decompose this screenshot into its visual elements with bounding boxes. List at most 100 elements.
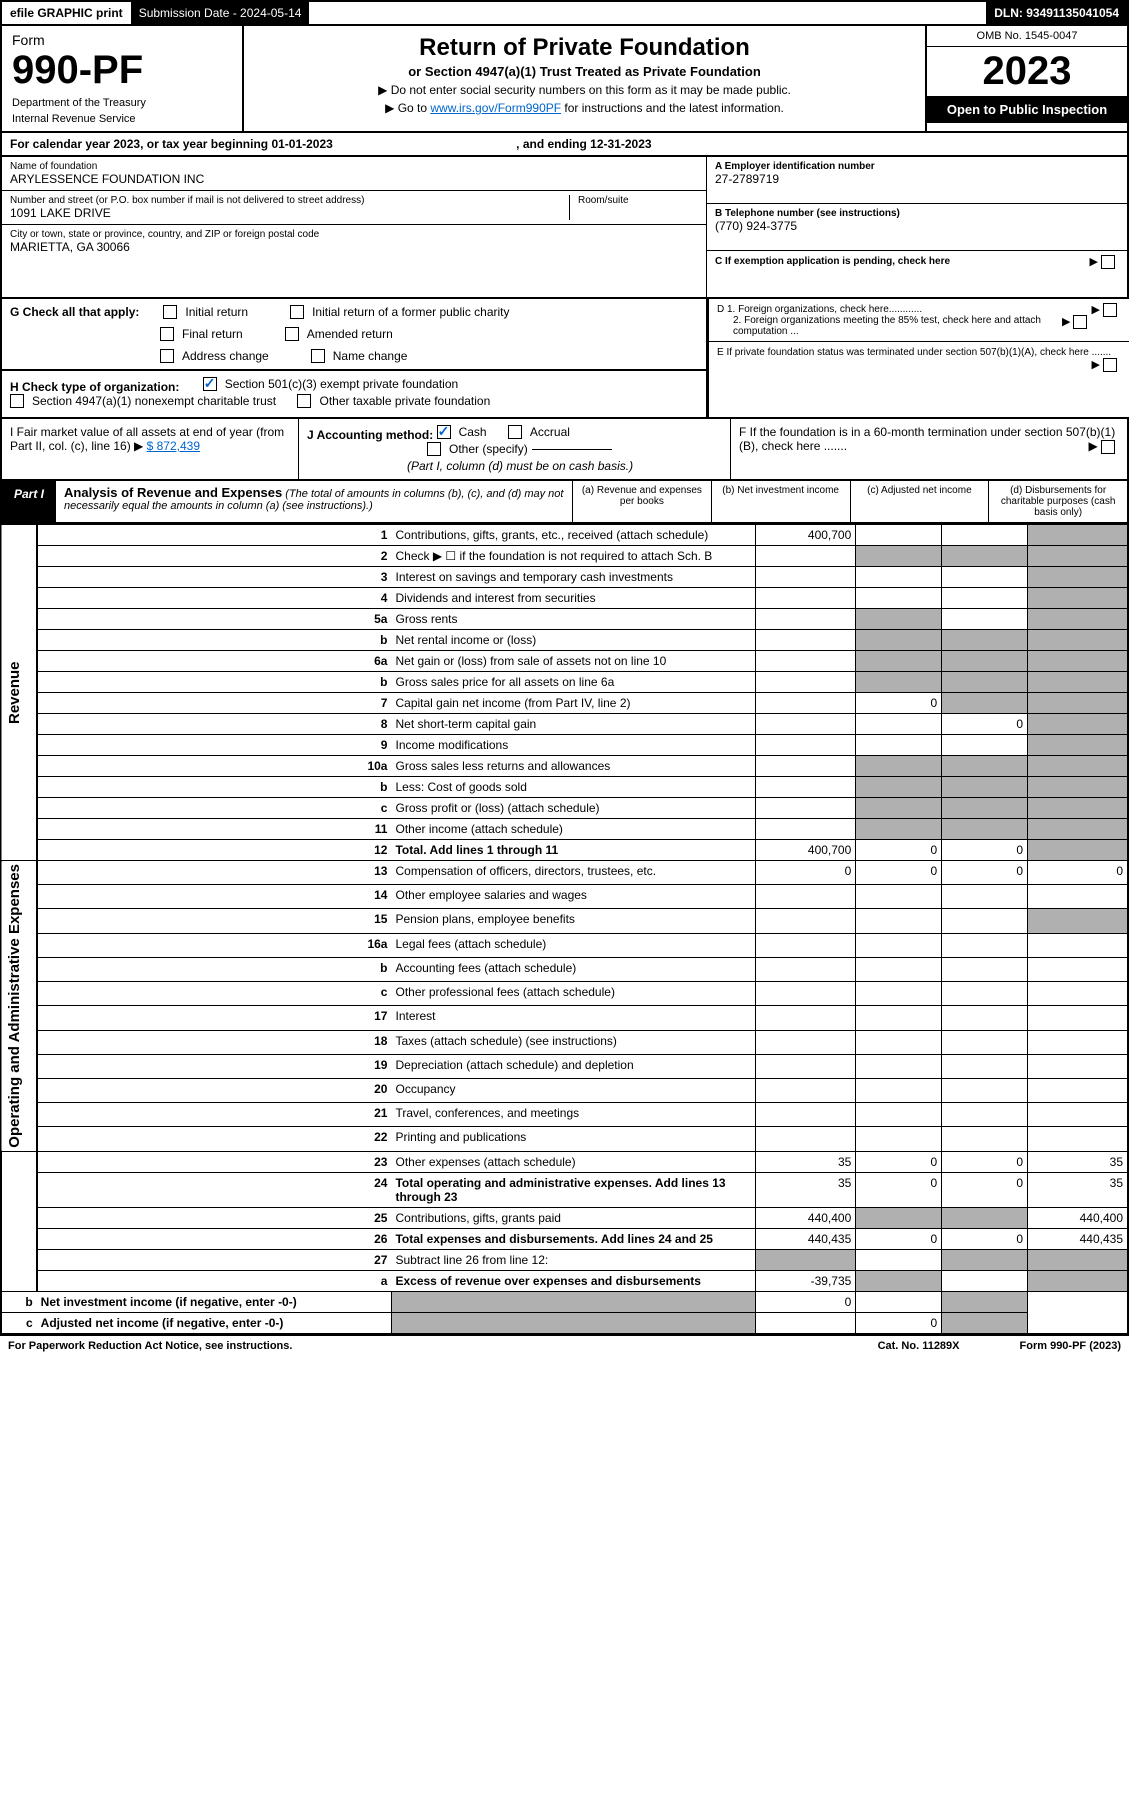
- col-c: [942, 1054, 1028, 1078]
- irs-link[interactable]: www.irs.gov/Form990PF: [430, 101, 561, 115]
- col-a: [756, 567, 856, 588]
- c-checkbox[interactable]: [1101, 255, 1115, 269]
- col-c: 0: [942, 861, 1028, 885]
- row-num: b: [37, 777, 392, 798]
- col-a: [756, 1249, 856, 1270]
- f-checkbox[interactable]: [1101, 440, 1115, 454]
- col-d: [1028, 672, 1128, 693]
- g-label: G Check all that apply:: [10, 305, 139, 319]
- table-row: cGross profit or (loss) (attach schedule…: [1, 798, 1128, 819]
- row-num: b: [37, 630, 392, 651]
- chk-final[interactable]: [160, 327, 174, 341]
- chk-amended[interactable]: [285, 327, 299, 341]
- form-subtitle: or Section 4947(a)(1) Trust Treated as P…: [254, 64, 915, 79]
- col-a: 35: [756, 1172, 856, 1207]
- row-num: 19: [37, 1054, 392, 1078]
- row-desc: Occupancy: [391, 1078, 755, 1102]
- col-a: [756, 609, 856, 630]
- row-num: 11: [37, 819, 392, 840]
- chk-501c3[interactable]: [203, 377, 217, 391]
- row-num: 4: [37, 588, 392, 609]
- d2-checkbox[interactable]: [1073, 315, 1087, 329]
- col-c: [942, 982, 1028, 1006]
- col-d: [1028, 546, 1128, 567]
- city-label: City or town, state or province, country…: [10, 229, 698, 240]
- col-d: 35: [1028, 1151, 1128, 1172]
- col-d: [1028, 1127, 1128, 1151]
- row-desc: Interest: [391, 1006, 755, 1030]
- col-a: [756, 672, 856, 693]
- col-d: [1028, 630, 1128, 651]
- calendar-year: For calendar year 2023, or tax year begi…: [0, 133, 1129, 157]
- note-link: ▶ Go to www.irs.gov/Form990PF for instru…: [254, 101, 915, 115]
- row-desc: Total. Add lines 1 through 11: [391, 840, 755, 861]
- table-row: aExcess of revenue over expenses and dis…: [1, 1270, 1128, 1291]
- row-num: 25: [37, 1207, 392, 1228]
- col-c: [856, 1291, 942, 1312]
- row-desc: Compensation of officers, directors, tru…: [391, 861, 755, 885]
- irs: Internal Revenue Service: [12, 113, 232, 125]
- row-num: 8: [37, 714, 392, 735]
- col-b: 0: [856, 1172, 942, 1207]
- row-desc: Other professional fees (attach schedule…: [391, 982, 755, 1006]
- chk-other-method[interactable]: [427, 442, 441, 456]
- col-c: 0: [942, 1228, 1028, 1249]
- col-c: [942, 651, 1028, 672]
- col-c: [942, 1078, 1028, 1102]
- table-row: cOther professional fees (attach schedul…: [1, 982, 1128, 1006]
- table-row: 5aGross rents: [1, 609, 1128, 630]
- row-desc: Income modifications: [391, 735, 755, 756]
- efile-label[interactable]: efile GRAPHIC print: [2, 2, 131, 24]
- col-c: [942, 609, 1028, 630]
- table-row: 23Other expenses (attach schedule)350035: [1, 1151, 1128, 1172]
- table-row: 18Taxes (attach schedule) (see instructi…: [1, 1030, 1128, 1054]
- col-d: [1028, 525, 1128, 546]
- d1-checkbox[interactable]: [1103, 303, 1117, 317]
- phone: (770) 924-3775: [715, 219, 1119, 233]
- main-table: Revenue1Contributions, gifts, grants, et…: [0, 524, 1129, 1335]
- chk-accrual[interactable]: [508, 425, 522, 439]
- row-num: 18: [37, 1030, 392, 1054]
- chk-cash[interactable]: [437, 425, 451, 439]
- col-d: [1028, 588, 1128, 609]
- chk-4947[interactable]: [10, 394, 24, 408]
- col-d: [1028, 982, 1128, 1006]
- h-label: H Check type of organization:: [10, 380, 179, 394]
- col-b: [856, 567, 942, 588]
- chk-initial-former[interactable]: [290, 305, 304, 319]
- col-c-hdr: (c) Adjusted net income: [851, 481, 990, 522]
- col-c: [942, 672, 1028, 693]
- col-b: [856, 1249, 942, 1270]
- col-a: [756, 1030, 856, 1054]
- table-row: cAdjusted net income (if negative, enter…: [1, 1312, 1128, 1334]
- form-number: 990-PF: [12, 48, 232, 93]
- col-d: [942, 1291, 1028, 1312]
- fmv-amount[interactable]: $ 872,439: [147, 439, 200, 453]
- col-c: [942, 1249, 1028, 1270]
- row-desc: Contributions, gifts, grants, etc., rece…: [391, 525, 755, 546]
- open-inspection: Open to Public Inspection: [927, 96, 1127, 123]
- e-checkbox[interactable]: [1103, 358, 1117, 372]
- col-c: [942, 1127, 1028, 1151]
- col-c: [942, 1030, 1028, 1054]
- col-d: [1028, 1103, 1128, 1127]
- paperwork-notice: For Paperwork Reduction Act Notice, see …: [8, 1340, 292, 1352]
- col-a: [756, 714, 856, 735]
- part1-title: Analysis of Revenue and Expenses: [64, 485, 282, 500]
- col-d: [1028, 819, 1128, 840]
- col-c: [942, 630, 1028, 651]
- col-c: 0: [942, 1172, 1028, 1207]
- col-a: [756, 546, 856, 567]
- table-row: 3Interest on savings and temporary cash …: [1, 567, 1128, 588]
- chk-other-taxable[interactable]: [297, 394, 311, 408]
- chk-initial[interactable]: [163, 305, 177, 319]
- table-row: 4Dividends and interest from securities: [1, 588, 1128, 609]
- col-a: [756, 909, 856, 933]
- row-desc: Dividends and interest from securities: [391, 588, 755, 609]
- chk-addr-change[interactable]: [160, 349, 174, 363]
- row-num: 10a: [37, 756, 392, 777]
- ein-label: A Employer identification number: [715, 161, 1119, 172]
- j-note: (Part I, column (d) must be on cash basi…: [407, 459, 633, 473]
- chk-name-change[interactable]: [311, 349, 325, 363]
- table-row: 20Occupancy: [1, 1078, 1128, 1102]
